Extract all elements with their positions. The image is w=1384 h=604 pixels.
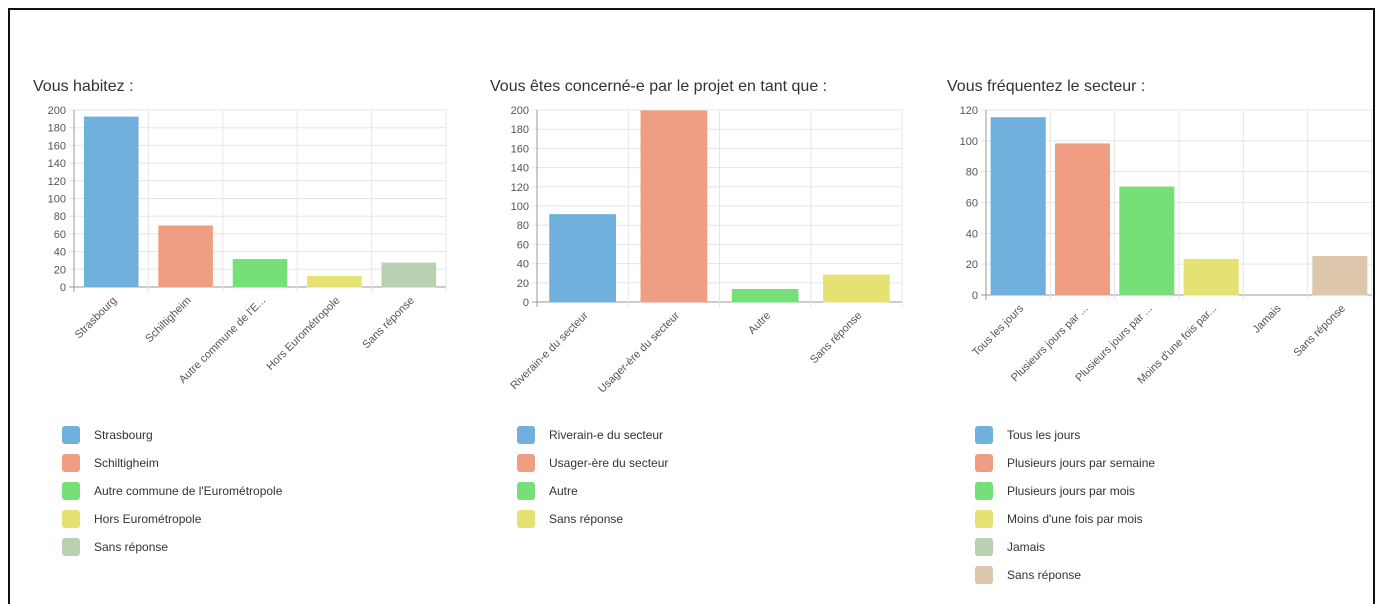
x-tick-label: Usager-ère du secteur <box>596 309 682 395</box>
legend-label: Autre <box>549 484 578 498</box>
chart-panel-frequentez: Vous fréquentez le secteur : 120 100 80 60 4… <box>920 0 1380 603</box>
x-tick-label: Sans réponse <box>360 295 416 351</box>
page-frame <box>8 8 1375 604</box>
bar <box>731 289 799 303</box>
y-tick-label: 80 <box>517 220 529 232</box>
y-tick-label: 0 <box>523 297 529 309</box>
x-tick-label: Hors Eurométropole <box>264 295 342 373</box>
legend-swatch <box>975 454 993 472</box>
y-tick-label: 140 <box>48 158 66 170</box>
legend-label: Plusieurs jours par mois <box>1007 484 1136 498</box>
legend-swatch <box>62 510 80 528</box>
legend-swatch <box>62 538 80 556</box>
y-tick-label: 180 <box>48 123 66 135</box>
y-tick-label: 60 <box>54 229 66 241</box>
legend-swatch <box>62 482 80 500</box>
legend-label: Riverain-e du secteur <box>549 428 664 442</box>
y-tick-label: 80 <box>54 211 66 223</box>
legend-swatch <box>517 510 535 528</box>
legend-swatch <box>975 538 993 556</box>
bar <box>1183 259 1239 296</box>
y-tick-label: 100 <box>511 201 529 213</box>
y-tick-label: 40 <box>517 259 529 271</box>
bar <box>990 117 1046 296</box>
y-tick-label: 60 <box>966 198 978 210</box>
y-tick-label: 60 <box>517 239 529 251</box>
chart-panel-concerne: Vous êtes concerné-e par le projet en ta… <box>460 0 920 603</box>
y-tick-label: 100 <box>48 194 66 206</box>
y-tick-label: 40 <box>966 228 978 240</box>
bar <box>158 225 213 288</box>
legend-label: Hors Eurométropole <box>94 512 202 526</box>
legend-label: Sans réponse <box>1007 568 1082 582</box>
legend-label: Moins d'une fois par mois <box>1007 512 1143 526</box>
legend-swatch <box>517 454 535 472</box>
legend-swatch <box>975 482 993 500</box>
y-tick-label: 180 <box>511 124 529 136</box>
legend-label: Schiltigheim <box>94 456 159 470</box>
bar <box>1119 186 1175 296</box>
legend-label: Plusieurs jours par semaine <box>1007 456 1156 470</box>
bar <box>1054 143 1111 296</box>
bar <box>823 274 890 303</box>
y-tick-label: 200 <box>48 105 66 117</box>
x-tick-label: Autre commune de l'E... <box>177 295 268 386</box>
bar <box>232 259 288 288</box>
y-tick-label: 0 <box>60 282 66 294</box>
y-tick-label: 120 <box>960 105 978 117</box>
x-tick-label: Autre <box>746 310 773 337</box>
legend-label: Sans réponse <box>94 540 169 554</box>
x-tick-label: Sans réponse <box>1291 303 1347 359</box>
y-tick-label: 120 <box>511 182 529 194</box>
y-tick-label: 20 <box>966 259 978 271</box>
x-tick-label: Jamais <box>1250 302 1283 335</box>
x-tick-label: Riverain-e du secteur <box>508 309 591 392</box>
y-tick-label: 160 <box>511 143 529 155</box>
y-tick-label: 80 <box>966 167 978 179</box>
bar <box>83 116 139 288</box>
bar <box>1312 255 1368 296</box>
chart-title: Vous fréquentez le secteur : <box>947 78 1146 95</box>
legend-swatch <box>975 566 993 584</box>
legend-label: Strasbourg <box>94 428 153 442</box>
chart-panel-habitez: Vous habitez : 200 180 160 140 120 100 80 60 40 2… <box>0 0 460 603</box>
y-tick-label: 20 <box>54 264 66 276</box>
bar <box>549 214 616 303</box>
legend-label: Sans réponse <box>549 512 624 526</box>
bar <box>307 275 362 288</box>
bar <box>381 262 437 288</box>
y-tick-label: 0 <box>972 290 978 302</box>
bar <box>640 110 708 303</box>
y-tick-label: 200 <box>511 105 529 117</box>
y-tick-label: 40 <box>54 247 66 259</box>
x-tick-label: Tous les jours <box>970 302 1026 358</box>
legend-swatch <box>975 510 993 528</box>
y-tick-label: 100 <box>960 136 978 148</box>
legend-label: Tous les jours <box>1007 428 1081 442</box>
legend-swatch <box>517 482 535 500</box>
y-tick-label: 140 <box>511 163 529 175</box>
legend-swatch <box>62 454 80 472</box>
y-tick-label: 20 <box>517 278 529 290</box>
legend-swatch <box>975 426 993 444</box>
chart-title: Vous habitez : <box>33 78 134 95</box>
legend-swatch <box>62 426 80 444</box>
x-tick-label: Strasbourg <box>73 295 120 342</box>
chart-title: Vous êtes concerné-e par le projet en ta… <box>490 78 828 95</box>
y-tick-label: 120 <box>48 176 66 188</box>
legend-label: Autre commune de l'Eurométropole <box>94 484 283 498</box>
x-tick-label: Sans réponse <box>808 310 864 366</box>
legend-label: Jamais <box>1007 540 1046 554</box>
y-tick-label: 160 <box>48 140 66 152</box>
legend-label: Usager-ère du secteur <box>549 456 669 470</box>
x-tick-label: Schiltigheim <box>143 295 193 345</box>
legend-swatch <box>517 426 535 444</box>
